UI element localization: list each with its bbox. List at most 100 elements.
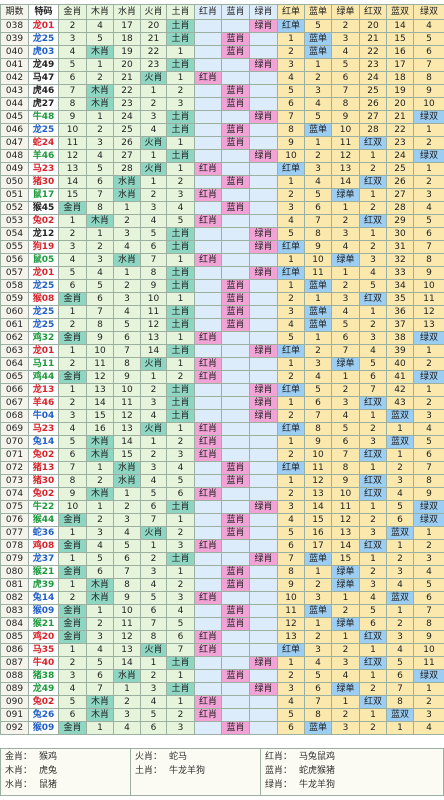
miss-cell: 5 [166,214,195,228]
miss-cell: 2 [386,552,414,566]
miss-cell: 8 [413,71,444,85]
miss-cell: 11 [277,604,305,618]
miss-cell: 3 [331,227,360,241]
miss-cell: 36 [386,305,414,319]
miss-cell: 41 [386,370,414,384]
miss-cell: 11 [86,357,114,371]
miss-cell: 2 [304,578,332,592]
miss-cell: 1 [331,630,360,644]
miss-cell: 11 [413,292,444,306]
miss-cell: 4 [386,487,414,501]
miss-cell [221,708,250,722]
table-row: 089 龙49 4 7 1 3 土肖 绿肖 3 6 绿单 2 7 1 [0,682,444,696]
miss-cell: 10 [331,487,360,501]
miss-cell: 23 [359,58,387,72]
miss-cell: 2 [166,708,195,722]
hit-cell: 绿双 [413,669,444,683]
miss-cell: 3 [277,682,305,696]
table-row: 086 马35 1 4 13 火肖 7 红肖 红单 3 2 1 4 10 [0,643,444,657]
miss-cell [194,474,222,488]
miss-cell: 5 [304,669,332,683]
miss-cell: 5 [331,318,360,332]
miss-cell: 1 [277,357,305,371]
issue-cell: 055 [0,240,29,254]
hit-cell: 红单 [277,461,305,475]
miss-cell: 7 [413,604,444,618]
hit-cell: 蓝单 [304,279,332,293]
miss-cell: 7 [413,461,444,475]
miss-cell [194,513,222,527]
issue-cell: 090 [0,695,29,709]
miss-cell [194,45,222,59]
miss-cell [221,643,250,657]
miss-cell: 8 [304,708,332,722]
miss-cell [194,409,222,423]
issue-cell: 079 [0,552,29,566]
number-cell: 蛇36 [28,526,59,540]
miss-cell: 5 [58,695,87,709]
miss-cell: 8 [413,474,444,488]
miss-cell: 2 [277,292,305,306]
miss-cell: 1 [331,266,360,280]
hit-cell: 绿双 [413,370,444,384]
miss-cell: 1 [58,383,87,397]
miss-cell [221,539,250,553]
miss-cell: 4 [386,643,414,657]
miss-cell: 3 [359,331,387,345]
miss-cell: 2 [359,318,387,332]
miss-cell: 13 [277,630,305,644]
miss-cell: 24 [359,71,387,85]
miss-cell [249,188,278,202]
table-row: 041 龙49 5 1 20 23 土肖 绿肖 3 1 5 23 17 7 [0,58,444,72]
miss-cell: 7 [58,84,87,98]
miss-cell: 2 [140,448,167,462]
hit-cell: 土肖 [166,383,195,397]
miss-cell: 3 [86,526,114,540]
miss-cell: 17 [113,19,141,33]
hit-cell: 木肖 [86,695,114,709]
miss-cell: 28 [386,201,414,215]
miss-cell: 8 [140,266,167,280]
number-cell: 龙25 [28,32,59,46]
miss-cell: 6 [413,591,444,605]
miss-cell: 16 [386,45,414,59]
miss-cell: 9 [304,435,332,449]
miss-cell: 3 [140,461,167,475]
hit-cell: 土肖 [166,227,195,241]
hit-cell: 水肖 [113,175,141,189]
miss-cell: 6 [413,45,444,59]
miss-cell: 2 [58,591,87,605]
number-cell: 兔02 [28,214,59,228]
miss-cell: 13 [140,331,167,345]
miss-cell [249,526,278,540]
miss-cell: 4 [140,578,167,592]
miss-cell [194,721,222,735]
miss-cell: 6 [166,630,195,644]
miss-cell: 10 [58,123,87,137]
miss-cell: 14 [140,344,167,358]
legend-item: 土肖： 牛龙羊狗 [135,764,256,778]
miss-cell [194,604,222,618]
hit-cell: 木肖 [86,591,114,605]
miss-cell [194,383,222,397]
miss-cell: 7 [113,565,141,579]
hit-cell: 火肖 [140,526,167,540]
miss-cell: 15 [58,188,87,202]
miss-cell: 38 [386,331,414,345]
issue-cell: 046 [0,123,29,137]
miss-cell: 11 [331,500,360,514]
miss-cell: 1 [166,357,195,371]
miss-cell: 13 [331,162,360,176]
miss-cell: 10 [140,292,167,306]
number-cell: 兔14 [28,591,59,605]
miss-cell: 1 [386,604,414,618]
miss-cell: 1 [113,682,141,696]
miss-cell: 3 [304,84,332,98]
number-cell: 狗19 [28,240,59,254]
table-row: 063 龙01 1 10 7 14 土肖 绿肖 红单 2 7 4 39 1 [0,344,444,358]
hit-cell: 木肖 [86,435,114,449]
hit-cell: 土肖 [166,149,195,163]
miss-cell: 19 [113,45,141,59]
miss-cell: 33 [386,266,414,280]
miss-cell: 8 [58,97,87,111]
